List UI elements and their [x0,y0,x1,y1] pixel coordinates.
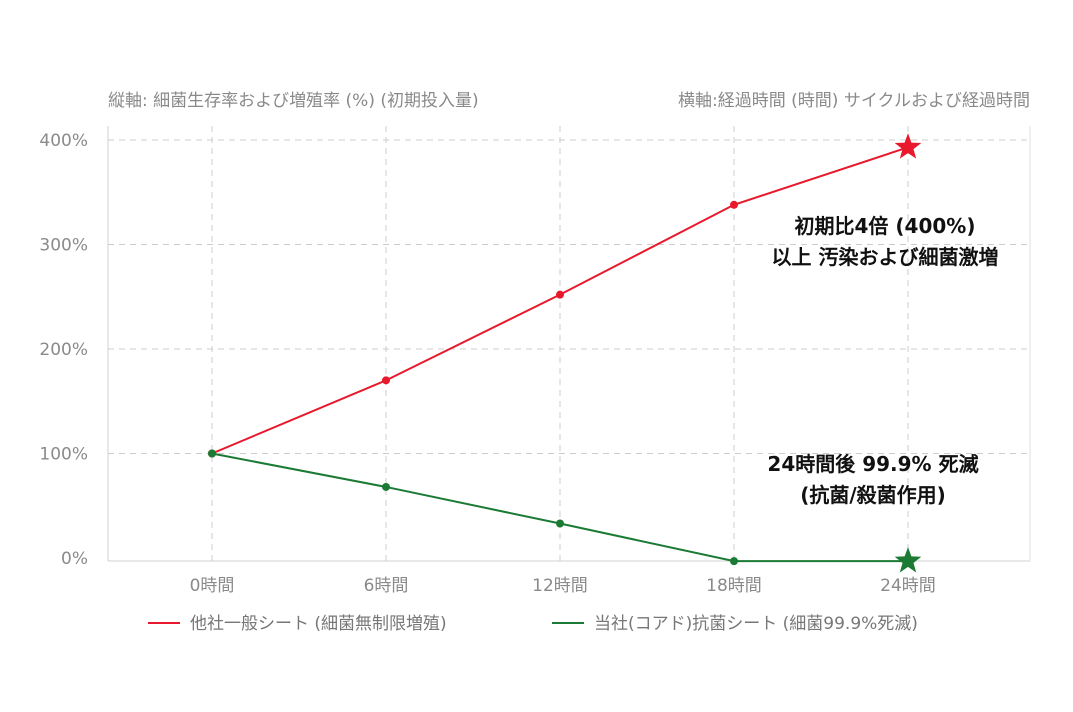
y-tick-label: 200% [39,340,88,360]
end-star-icon [894,547,922,573]
annotation-text: 24時間後 99.9% 死滅 [767,452,978,476]
legend-item: 当社(コアド)抗菌シート (細菌99.9%死滅) [552,614,918,634]
data-point [382,376,390,385]
x-tick-label: 6時間 [364,576,409,596]
x-tick-label: 24時間 [880,576,936,596]
data-point [730,200,738,209]
data-point [382,482,390,491]
y-tick-label: 300% [39,236,88,256]
data-point [730,557,738,566]
x-axis-caption: 横軸:経過時間 (時間) サイクルおよび経過時間 [678,91,1030,111]
annotation-text: (抗菌/殺菌作用) [800,483,946,507]
annotation-text: 以上 汚染および細菌激増 [772,245,999,269]
annotation-text: 初期比4倍 (400%) [795,214,976,238]
series-ours [208,449,922,573]
x-tick-label: 0時間 [190,576,235,596]
y-tick-label: 100% [39,445,88,465]
y-axis-caption: 縦軸: 細菌生存率および増殖率 (%) (初期投入量) [108,91,479,111]
x-axis-ticks: 0時間 6時間 12時間 18時間 24時間 [190,576,936,596]
y-tick-label: 0% [61,549,88,569]
data-point [208,449,216,458]
y-tick-label: 400% [39,131,88,151]
data-point [556,519,564,528]
legend: 他社一般シート (細菌無制限増殖) 当社(コアド)抗菌シート (細菌99.9%死滅… [148,614,918,634]
end-star-icon [894,133,922,159]
y-axis-ticks: 0% 100% 200% 300% 400% [39,131,88,569]
series-layer [208,133,922,573]
legend-label: 他社一般シート (細菌無制限増殖) [190,614,447,634]
series-competitor [208,133,922,458]
x-tick-label: 12時間 [532,576,588,596]
x-tick-label: 18時間 [706,576,762,596]
legend-item: 他社一般シート (細菌無制限増殖) [148,614,447,634]
annotation-layer: 初期比4倍 (400%) 以上 汚染および細菌激増 24時間後 99.9% 死滅 (抗… [767,214,998,507]
data-point [556,290,564,299]
legend-label: 当社(コアド)抗菌シート (細菌99.9%死滅) [594,614,918,634]
